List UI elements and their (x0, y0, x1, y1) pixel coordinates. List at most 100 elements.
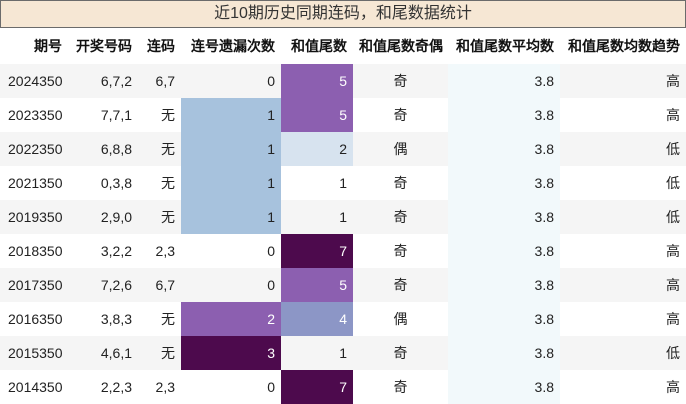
cell-numbers: 6,8,8 (68, 132, 138, 166)
cell-tail: 7 (281, 370, 353, 404)
cell-tail: 5 (281, 98, 353, 132)
table-row: 2019350 2,9,0 无 1 1 奇 3.8 低 (0, 200, 686, 234)
cell-issue: 2017350 (0, 268, 68, 302)
cell-tail: 1 (281, 336, 353, 370)
cell-miss: 3 (181, 336, 281, 370)
cell-trend: 低 (560, 336, 686, 370)
cell-avg: 3.8 (448, 268, 560, 302)
cell-issue: 2024350 (0, 64, 68, 98)
cell-issue: 2021350 (0, 166, 68, 200)
cell-issue: 2018350 (0, 234, 68, 268)
cell-miss: 1 (181, 98, 281, 132)
cell-numbers: 3,8,3 (68, 302, 138, 336)
cell-issue: 2019350 (0, 200, 68, 234)
cell-trend: 高 (560, 370, 686, 404)
cell-parity: 奇 (353, 64, 448, 98)
stats-table: 期号 开奖号码 连码 连号遗漏次数 和值尾数 和值尾数奇偶 和值尾数平均数 和值… (0, 28, 686, 404)
cell-numbers: 7,7,1 (68, 98, 138, 132)
table-row: 2022350 6,8,8 无 1 2 偶 3.8 低 (0, 132, 686, 166)
cell-trend: 高 (560, 234, 686, 268)
cell-lianma: 无 (138, 302, 181, 336)
table-row: 2016350 3,8,3 无 2 4 偶 3.8 高 (0, 302, 686, 336)
cell-tail: 1 (281, 166, 353, 200)
cell-lianma: 6,7 (138, 268, 181, 302)
cell-trend: 高 (560, 98, 686, 132)
cell-avg: 3.8 (448, 98, 560, 132)
cell-trend: 高 (560, 64, 686, 98)
cell-lianma: 6,7 (138, 64, 181, 98)
cell-tail: 7 (281, 234, 353, 268)
col-header-issue: 期号 (0, 28, 68, 64)
cell-miss: 1 (181, 166, 281, 200)
cell-trend: 高 (560, 302, 686, 336)
cell-avg: 3.8 (448, 302, 560, 336)
cell-issue: 2015350 (0, 336, 68, 370)
col-header-avg: 和值尾数平均数 (448, 28, 560, 64)
col-header-tail: 和值尾数 (281, 28, 353, 64)
cell-issue: 2014350 (0, 370, 68, 404)
table-row: 2023350 7,7,1 无 1 5 奇 3.8 高 (0, 98, 686, 132)
col-header-lianma: 连码 (138, 28, 181, 64)
header-row: 期号 开奖号码 连码 连号遗漏次数 和值尾数 和值尾数奇偶 和值尾数平均数 和值… (0, 28, 686, 64)
table-row: 2021350 0,3,8 无 1 1 奇 3.8 低 (0, 166, 686, 200)
cell-lianma: 2,3 (138, 370, 181, 404)
cell-issue: 2016350 (0, 302, 68, 336)
cell-issue: 2023350 (0, 98, 68, 132)
cell-avg: 3.8 (448, 166, 560, 200)
cell-parity: 奇 (353, 166, 448, 200)
cell-lianma: 2,3 (138, 234, 181, 268)
cell-avg: 3.8 (448, 336, 560, 370)
cell-miss: 0 (181, 234, 281, 268)
cell-trend: 高 (560, 268, 686, 302)
cell-avg: 3.8 (448, 132, 560, 166)
table-row: 2014350 2,2,3 2,3 0 7 奇 3.8 高 (0, 370, 686, 404)
cell-issue: 2022350 (0, 132, 68, 166)
col-header-numbers: 开奖号码 (68, 28, 138, 64)
cell-numbers: 0,3,8 (68, 166, 138, 200)
table-row: 2024350 6,7,2 6,7 0 5 奇 3.8 高 (0, 64, 686, 98)
cell-avg: 3.8 (448, 234, 560, 268)
cell-tail: 5 (281, 64, 353, 98)
cell-lianma: 无 (138, 200, 181, 234)
table-row: 2017350 7,2,6 6,7 0 5 奇 3.8 高 (0, 268, 686, 302)
cell-numbers: 6,7,2 (68, 64, 138, 98)
cell-tail: 4 (281, 302, 353, 336)
col-header-trend: 和值尾数均数趋势 (560, 28, 686, 64)
cell-miss: 0 (181, 268, 281, 302)
cell-trend: 低 (560, 132, 686, 166)
cell-parity: 奇 (353, 200, 448, 234)
cell-lianma: 无 (138, 336, 181, 370)
cell-numbers: 3,2,2 (68, 234, 138, 268)
cell-miss: 1 (181, 132, 281, 166)
cell-lianma: 无 (138, 166, 181, 200)
cell-parity: 奇 (353, 98, 448, 132)
cell-tail: 2 (281, 132, 353, 166)
cell-lianma: 无 (138, 132, 181, 166)
cell-trend: 低 (560, 200, 686, 234)
cell-numbers: 4,6,1 (68, 336, 138, 370)
col-header-parity: 和值尾数奇偶 (353, 28, 448, 64)
table-row: 2015350 4,6,1 无 3 1 奇 3.8 低 (0, 336, 686, 370)
cell-miss: 1 (181, 200, 281, 234)
cell-numbers: 7,2,6 (68, 268, 138, 302)
cell-parity: 奇 (353, 336, 448, 370)
cell-tail: 1 (281, 200, 353, 234)
cell-tail: 5 (281, 268, 353, 302)
cell-trend: 低 (560, 166, 686, 200)
cell-parity: 奇 (353, 268, 448, 302)
cell-numbers: 2,2,3 (68, 370, 138, 404)
table-row: 2018350 3,2,2 2,3 0 7 奇 3.8 高 (0, 234, 686, 268)
cell-miss: 0 (181, 370, 281, 404)
cell-numbers: 2,9,0 (68, 200, 138, 234)
cell-avg: 3.8 (448, 64, 560, 98)
col-header-miss: 连号遗漏次数 (181, 28, 281, 64)
cell-parity: 奇 (353, 370, 448, 404)
cell-lianma: 无 (138, 98, 181, 132)
table-body: 2024350 6,7,2 6,7 0 5 奇 3.8 高 2023350 7,7,1 无 1 5 奇 3.… (0, 64, 686, 404)
cell-miss: 2 (181, 302, 281, 336)
table-title: 近10期历史同期连码，和尾数据统计 (0, 0, 686, 28)
cell-parity: 偶 (353, 302, 448, 336)
cell-miss: 0 (181, 64, 281, 98)
cell-parity: 奇 (353, 234, 448, 268)
